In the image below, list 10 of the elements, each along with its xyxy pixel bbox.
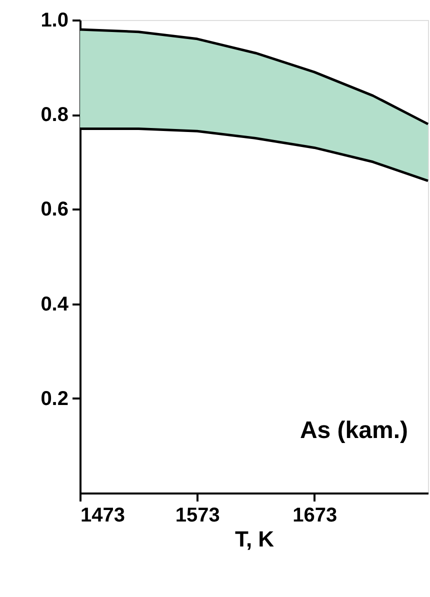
y-tick-label: 0.2 — [40, 388, 68, 410]
x-tick-label: 1673 — [292, 504, 338, 526]
annotation: As (kam.) — [300, 417, 408, 444]
x-axis-title: T, K — [234, 526, 274, 552]
y-tick-label: 0.8 — [40, 104, 68, 126]
x-tick-label: 1473 — [80, 504, 125, 526]
y-tick-label: 0.4 — [40, 293, 70, 316]
y-tick-label: 1.0 — [40, 10, 68, 32]
x-tick-label: 1573 — [175, 504, 220, 526]
y-tick-label: 0.6 — [40, 198, 68, 221]
